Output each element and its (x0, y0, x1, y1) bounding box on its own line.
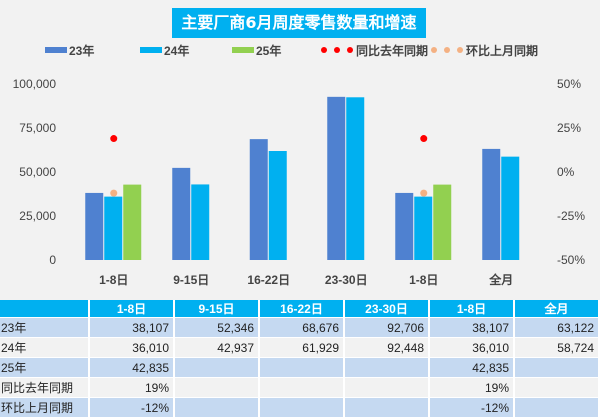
table-cell: 42,937 (174, 337, 260, 358)
y-tick-label: 100,000 (13, 77, 57, 91)
x-tick-label: 1-8日 (99, 273, 128, 287)
row-label: 25年 (0, 357, 90, 378)
table-cell: 42,835 (429, 357, 515, 378)
y2-tick-label: 0% (557, 165, 575, 179)
legend-marker (457, 47, 463, 53)
table-cell: 92,448 (344, 337, 430, 358)
row-label: 24年 (0, 337, 90, 358)
table-cell: 63,122 (514, 317, 600, 338)
legend-marker (334, 47, 340, 53)
legend-marker (444, 47, 450, 53)
table-cell: 36,010 (89, 337, 175, 358)
x-tick-label: 全月 (488, 272, 513, 287)
y-tick-label: 25,000 (19, 209, 56, 223)
table-cell: 36,010 (429, 337, 515, 358)
legend-label: 25年 (256, 43, 281, 58)
column-header: 23-30日 (344, 300, 430, 318)
data-table: 1-8日 9-15日 16-22日 23-30日 1-8日 全月 23年 38,107 52,3… (0, 300, 600, 418)
y-tick-label: 50,000 (19, 165, 56, 179)
legend-label: 23年 (69, 43, 94, 58)
bar (501, 156, 520, 260)
legend-swatch (45, 47, 67, 53)
column-header: 16-22日 (259, 300, 345, 318)
table-cell (259, 377, 345, 398)
x-tick-label: 9-15日 (173, 273, 209, 287)
table-cell: 19% (89, 377, 175, 398)
column-header (0, 300, 90, 318)
table-cell (259, 357, 345, 378)
bar (85, 192, 104, 260)
legend-label: 环比上月同期 (466, 43, 538, 58)
row-label: 23年 (0, 317, 90, 338)
table-cell (344, 377, 430, 398)
point (420, 189, 428, 197)
x-tick-label: 16-22日 (247, 273, 290, 287)
table-row: 24年 36,010 42,937 61,929 92,448 36,010 58,724 (0, 337, 600, 358)
table-cell: 68,676 (259, 317, 345, 338)
y2-tick-label: 50% (557, 77, 581, 91)
bar (104, 196, 123, 260)
y2-tick-label: -25% (557, 209, 585, 223)
row-label: 环比上月同期 (0, 397, 90, 418)
bar (433, 184, 452, 260)
bar (482, 148, 501, 260)
table-cell: 38,107 (429, 317, 515, 338)
x-tick-label: 1-8日 (409, 273, 438, 287)
column-header: 1-8日 (429, 300, 515, 318)
table-cell: 52,346 (174, 317, 260, 338)
legend-swatch (140, 47, 162, 53)
table-cell (514, 377, 600, 398)
column-header: 9-15日 (174, 300, 260, 318)
table-cell (344, 357, 430, 378)
row-label: 同比去年同期 (0, 377, 90, 398)
bar (346, 97, 365, 260)
point (110, 189, 118, 197)
y2-tick-label: 25% (557, 121, 581, 135)
x-tick-label: 23-30日 (325, 273, 368, 287)
table-cell: 42,835 (89, 357, 175, 378)
point (420, 135, 428, 143)
table-row: 25年 42,835 42,835 (0, 357, 600, 378)
legend-label: 24年 (164, 43, 189, 58)
table-cell (174, 357, 260, 378)
legend-label: 同比去年同期 (356, 43, 428, 58)
table-cell: 92,706 (344, 317, 430, 338)
legend-marker (347, 47, 353, 53)
bar (123, 184, 142, 260)
bar (268, 151, 287, 260)
y2-tick-label: -50% (557, 253, 585, 267)
table-cell: 61,929 (259, 337, 345, 358)
bar (249, 139, 268, 260)
column-header: 全月 (514, 300, 600, 318)
bar (414, 196, 433, 260)
legend-marker (431, 47, 437, 53)
table-cell (174, 377, 260, 398)
legend-swatch (232, 47, 254, 53)
table-cell: 38,107 (89, 317, 175, 338)
chart: 0 25,000 50,000 75,000 100,000 -50% -25% 0% 25% 5… (13, 43, 586, 287)
column-header: 1-8日 (89, 300, 175, 318)
bar (327, 96, 346, 261)
table-cell (259, 397, 345, 418)
table-cell (514, 397, 600, 418)
table-row: 同比去年同期 19% 19% (0, 377, 600, 398)
table-row: 23年 38,107 52,346 68,676 92,706 38,107 63,122 (0, 317, 600, 338)
bar (172, 167, 191, 260)
y-tick-label: 0 (49, 253, 56, 267)
bar (191, 184, 210, 260)
bar (395, 192, 414, 260)
table-cell (514, 357, 600, 378)
table-cell: 58,724 (514, 337, 600, 358)
legend-marker (321, 47, 327, 53)
point (110, 135, 118, 143)
chart-title: 主要厂商6月周度零售数量和增速 (172, 8, 426, 38)
y-tick-label: 75,000 (19, 121, 56, 135)
table-cell: 19% (429, 377, 515, 398)
